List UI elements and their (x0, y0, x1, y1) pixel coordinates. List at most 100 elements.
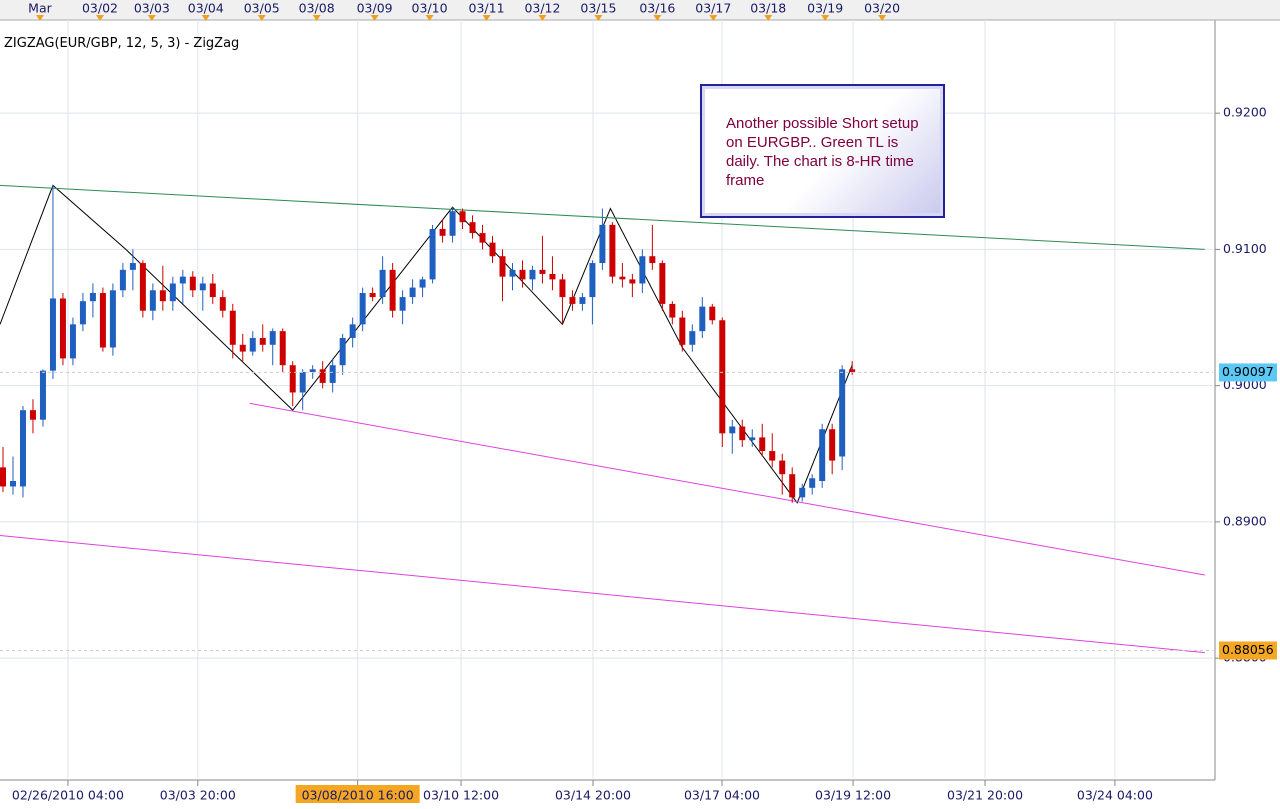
top-tick-label: Mar (28, 1, 52, 16)
top-tick-marker (709, 15, 718, 21)
top-tick-label: 03/08 (299, 1, 335, 16)
candle-body (319, 369, 326, 383)
candle-body (529, 269, 536, 280)
candle-body (249, 337, 256, 352)
candle-body (9, 481, 16, 487)
candle-body (179, 276, 186, 284)
candle-body (599, 224, 606, 264)
candle-body (229, 310, 236, 345)
candle-body (169, 283, 176, 302)
top-tick-marker (764, 15, 773, 21)
top-tick-marker (257, 15, 266, 21)
candle-body (659, 263, 666, 304)
top-tick-marker (653, 15, 662, 21)
y-tick-label: 0.9100 (1223, 241, 1267, 256)
candle-body (479, 233, 486, 243)
candle-body (709, 306, 716, 321)
candle-body (829, 429, 836, 461)
candle-body (509, 269, 516, 277)
top-tick-label: 03/10 (412, 1, 448, 16)
candle-body (549, 273, 556, 280)
candle-body (369, 293, 376, 298)
candle-body (299, 372, 306, 393)
candle-body (379, 269, 386, 298)
candle-body (759, 437, 766, 452)
price-label-box (1219, 641, 1277, 660)
top-tick-label: 03/16 (639, 1, 675, 16)
candle-body (839, 369, 846, 457)
candle-body (269, 331, 276, 345)
price-axis (1215, 20, 1280, 809)
candle-body (639, 256, 646, 284)
candle-body (109, 290, 116, 348)
top-tick-marker (878, 15, 887, 21)
top-tick-marker (201, 15, 210, 21)
top-tick-marker (425, 15, 434, 21)
x-tick-label: 03/14 20:00 (555, 788, 631, 803)
candle-body (99, 293, 106, 348)
top-tick-marker (821, 15, 830, 21)
top-tick-marker (370, 15, 379, 21)
top-tick-label: 03/17 (695, 1, 731, 16)
candle-body (499, 256, 506, 277)
top-tick-label: 03/20 (864, 1, 900, 16)
top-tick-marker (482, 15, 491, 21)
x-tick-label: 03/08/2010 16:00 (302, 788, 414, 803)
candle-body (539, 269, 546, 274)
candle-body (579, 297, 586, 304)
candle-body (219, 297, 226, 311)
top-tick-label: 03/09 (357, 1, 393, 16)
top-tick-label: 03/19 (807, 1, 843, 16)
candle-body (0, 467, 6, 487)
candle-body (739, 426, 746, 441)
candle-body (569, 297, 576, 304)
candle-body (769, 451, 776, 461)
candle-body (49, 298, 56, 371)
trend-line (0, 184, 853, 504)
candle-body (729, 426, 736, 434)
candle-body (119, 269, 126, 291)
candle-body (789, 474, 796, 498)
candle-body (459, 211, 466, 223)
candle-body (79, 301, 86, 325)
candle-body (259, 337, 266, 345)
top-tick-marker (147, 15, 156, 21)
top-tick-marker (538, 15, 547, 21)
top-tick-label: 03/11 (469, 1, 505, 16)
x-tick-label: 03/19 12:00 (815, 788, 891, 803)
candle-body (449, 211, 456, 236)
candle-body (59, 298, 66, 359)
candle-body (189, 276, 196, 291)
candle-body (749, 437, 756, 441)
top-tick-label: 03/03 (134, 1, 170, 16)
candle-body (649, 256, 656, 264)
top-tick-marker (35, 15, 44, 21)
candle-body (349, 324, 356, 338)
x-tick-label: 03/10 12:00 (423, 788, 499, 803)
candle-body (719, 320, 726, 434)
trend-line (0, 535, 1205, 654)
candle-body (239, 344, 246, 352)
chart-title: ZIGZAG(EUR/GBP, 12, 5, 3) - ZigZag (4, 36, 240, 51)
candle-body (149, 290, 156, 311)
candle-body (399, 297, 406, 311)
top-tick-marker (96, 15, 105, 21)
candle-body (849, 369, 856, 373)
candle-body (419, 279, 426, 288)
candle-body (559, 279, 566, 298)
candle-body (489, 242, 496, 257)
candle-body (409, 287, 416, 298)
candle-body (329, 365, 336, 383)
candle-body (799, 487, 806, 498)
y-tick-label: 0.8900 (1223, 513, 1267, 528)
price-label: 0.88056 (1222, 642, 1274, 657)
price-label: 0.90097 (1222, 364, 1274, 379)
candle-body (699, 306, 706, 332)
candle-body (29, 410, 36, 420)
candle-body (779, 460, 786, 475)
candle-body (309, 369, 316, 373)
candle-body (519, 269, 526, 280)
top-tick-marker (312, 15, 321, 21)
top-tick-label: 03/05 (244, 1, 280, 16)
